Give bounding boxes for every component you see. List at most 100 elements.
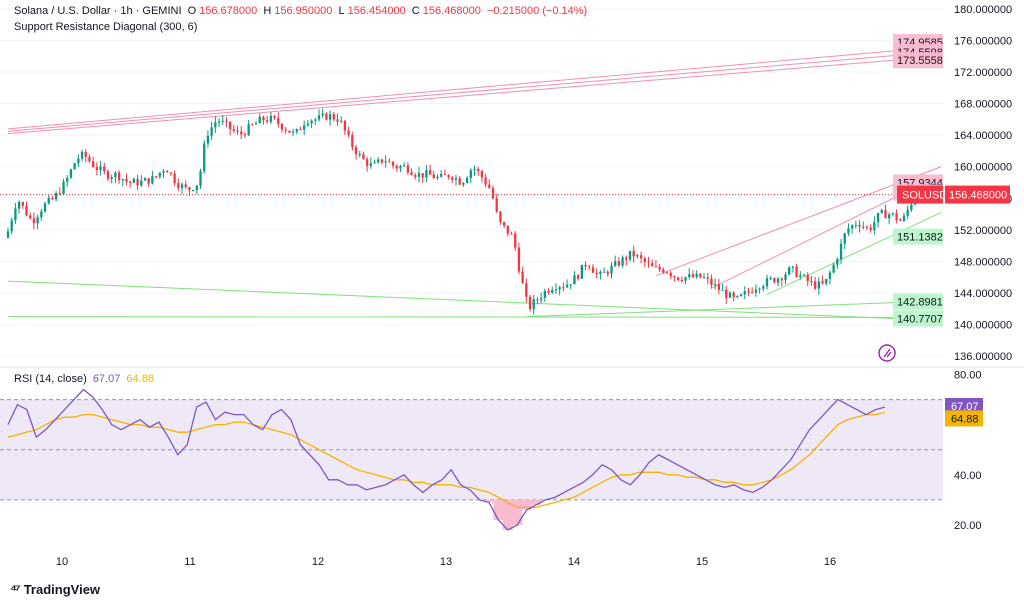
candle-body — [702, 277, 706, 279]
price-tag-label: 142.8981 — [897, 297, 943, 309]
candle-body — [443, 174, 447, 176]
current-price-label: 156.468000 — [949, 190, 1007, 202]
candle-body — [565, 284, 569, 288]
candle-body — [203, 143, 206, 172]
price-tick-label: 140.000000 — [954, 320, 1012, 332]
candle-body — [365, 159, 369, 166]
candle-body — [810, 281, 813, 283]
candle-body — [47, 198, 50, 204]
candle-body — [88, 156, 91, 162]
price-tick-label: 136.000000 — [954, 351, 1012, 363]
price-tag-label: 151.1382 — [897, 232, 943, 244]
candle-body — [454, 178, 458, 180]
rsi-pane[interactable] — [0, 388, 943, 531]
candle-body — [417, 173, 421, 177]
candle-body — [521, 271, 524, 284]
candle-body — [762, 286, 765, 289]
candle-body — [162, 171, 165, 173]
candle-body — [573, 275, 576, 285]
price-pane[interactable] — [0, 8, 943, 357]
time-tick-label: 11 — [184, 556, 195, 568]
candle-body — [395, 165, 398, 169]
candle-body — [862, 226, 865, 228]
candle-body — [562, 287, 565, 289]
candle-body — [639, 255, 643, 259]
candle-body — [51, 198, 54, 200]
candle-body — [432, 174, 435, 179]
rsi-title: RSI (14, close) — [14, 373, 87, 385]
candle-body — [610, 265, 613, 274]
candle-body — [795, 266, 798, 277]
candle-body — [373, 162, 376, 164]
candle-body — [169, 172, 173, 174]
x-axis[interactable]: 10 11 12 13 14 15 16 — [56, 556, 836, 568]
candle-body — [825, 278, 828, 284]
candle-body — [813, 281, 817, 289]
candle-body — [880, 209, 883, 213]
candle-body — [247, 124, 250, 136]
price-grid — [0, 8, 943, 357]
close-label: C — [411, 5, 420, 17]
candle-body — [817, 281, 820, 289]
price-tick-label: 164.000000 — [954, 130, 1012, 142]
candle-body — [791, 266, 795, 268]
candle-body — [14, 208, 17, 221]
candle-body — [491, 188, 495, 199]
candle-body — [151, 176, 154, 184]
candle-body — [584, 264, 587, 267]
candle-body — [106, 171, 110, 179]
rsi-legend[interactable]: RSI (14, close) 67.07 64.88 — [14, 373, 157, 385]
time-tick-label: 13 — [440, 556, 452, 568]
alert-icon[interactable] — [878, 344, 896, 362]
high-label: H — [263, 5, 272, 17]
candle-body — [199, 171, 202, 186]
candle-body — [547, 290, 550, 293]
candle-body — [228, 121, 232, 130]
candle-body — [539, 297, 543, 300]
open-label: O — [187, 5, 197, 17]
candle-body — [29, 215, 32, 219]
candle-body — [243, 134, 247, 136]
candle-body — [465, 177, 469, 183]
candle-body — [743, 291, 746, 295]
symbol-legend[interactable]: Solana / U.S. Dollar · 1h · GEMINI O 156.… — [14, 5, 590, 17]
high-value: 156.950000 — [274, 5, 333, 17]
candle-body — [92, 161, 95, 168]
candle-body — [591, 267, 595, 273]
candle-body — [254, 123, 258, 125]
candles[interactable] — [6, 108, 943, 315]
indicator-legend[interactable]: Support Resistance Diagonal (300, 6) — [14, 21, 200, 33]
candle-body — [377, 159, 380, 163]
candle-body — [288, 130, 291, 133]
candle-body — [95, 167, 99, 171]
price-tick-label: 148.000000 — [954, 256, 1012, 268]
candle-body — [836, 259, 839, 265]
candle-body — [577, 275, 580, 279]
candle-body — [854, 225, 857, 227]
candle-body — [436, 176, 439, 179]
candle-body — [221, 120, 224, 122]
candle-body — [832, 264, 835, 273]
candle-body — [643, 258, 646, 263]
support-resistance-lines — [7, 46, 942, 322]
candle-body — [440, 174, 443, 177]
candle-body — [469, 170, 472, 178]
candle-body — [606, 271, 609, 274]
tradingview-logo[interactable]: ⁴⁷ TradingView — [10, 581, 100, 597]
candle-body — [328, 114, 332, 120]
candle-body — [410, 172, 413, 175]
price-axis[interactable]: 180.000000 176.000000 172.000000 168.000000… — [954, 4, 1012, 363]
candle-body — [906, 209, 909, 216]
candle-body — [632, 250, 635, 257]
candle-body — [180, 184, 184, 189]
candle-body — [551, 289, 554, 293]
candle-body — [765, 278, 769, 287]
candle-body — [532, 299, 535, 310]
candle-body — [714, 284, 717, 286]
candle-body — [728, 292, 732, 298]
price-tick-label: 168.000000 — [954, 99, 1012, 111]
candle-body — [232, 129, 235, 131]
rsi-value-tag-label: 67.07 — [951, 401, 979, 413]
